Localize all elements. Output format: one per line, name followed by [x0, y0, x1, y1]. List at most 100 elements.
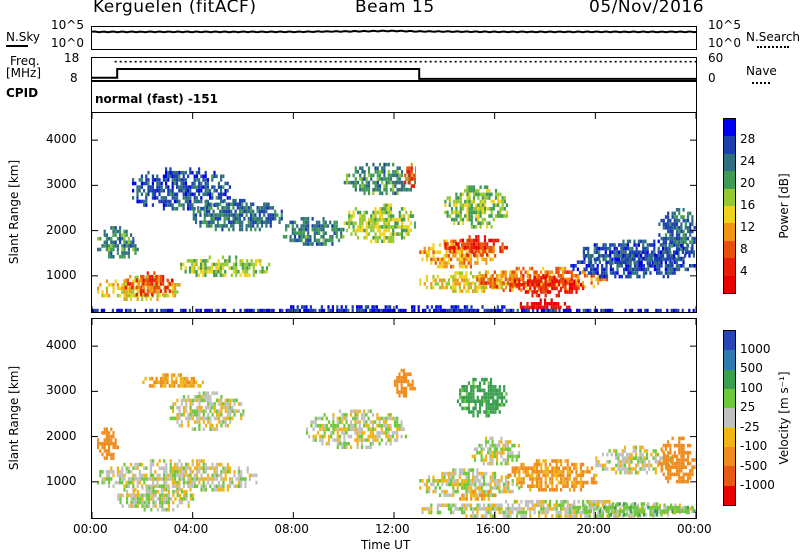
power-colorbar-label: Power [dB] — [777, 173, 791, 239]
noise-left-label: N.Sky — [6, 30, 41, 44]
power-colorbar-segment — [724, 240, 735, 259]
velocity-colorbar-tick: 25 — [740, 400, 756, 415]
freq-label-line1: Freq. — [10, 54, 40, 68]
power-blob — [124, 271, 174, 297]
freq-left-tick-bottom: 8 — [70, 71, 78, 85]
nave-right-tick-top: 60 — [708, 51, 724, 65]
velocity-colorbar-segment — [724, 331, 735, 351]
power-colorbar-tick: 4 — [740, 264, 748, 278]
freq-panel — [91, 57, 697, 81]
power-colorbar-tick: 8 — [740, 242, 748, 256]
velocity-ytick-label: 1000 — [46, 473, 77, 488]
velocity-colorbar — [723, 330, 736, 506]
cpid-top-line — [91, 81, 697, 82]
power-ytick-label: 1000 — [46, 267, 77, 282]
power-colorbar-tick: 24 — [740, 154, 756, 168]
velocity-blob — [394, 368, 416, 398]
velocity-colorbar-tick: -25 — [740, 419, 760, 434]
noise-left-legend-line — [6, 45, 28, 47]
nave-legend-line — [752, 82, 770, 84]
velocity-colorbar-segment — [724, 408, 735, 428]
velocity-blob — [305, 409, 408, 450]
x-axis-label: Time UT — [361, 538, 411, 552]
noise-right-label: N.Search — [746, 30, 800, 44]
power-blob — [192, 198, 283, 232]
power-blob — [282, 217, 345, 246]
power-colorbar — [723, 118, 736, 294]
noise-right-legend-line — [757, 46, 789, 48]
velocity-colorbar-tick: -500 — [740, 458, 768, 473]
cpid-mode: normal (fast) -151 — [95, 92, 218, 106]
velocity-blob — [570, 502, 696, 517]
velocity-ytick-label: 4000 — [46, 338, 77, 353]
x-tick-label: 08:00 — [274, 522, 309, 536]
noise-panel — [91, 26, 697, 50]
power-ytick-label: 3000 — [46, 177, 77, 192]
noise-line — [92, 29, 696, 34]
velocity-blob — [459, 486, 497, 501]
velocity-blob — [142, 373, 204, 388]
velocity-blob — [658, 436, 696, 484]
power-colorbar-segment — [724, 136, 735, 154]
power-blob — [444, 235, 509, 257]
power-blob — [132, 167, 231, 211]
power-colorbar-segment — [724, 205, 735, 224]
velocity-ytick-label: 3000 — [46, 383, 77, 398]
velocity-colorbar-tick: 100 — [740, 380, 763, 395]
power-colorbar-tick: 20 — [740, 176, 756, 190]
station-title: Kerguelen (fitACF) — [93, 0, 257, 17]
velocity-colorbar-tick: 500 — [740, 361, 763, 376]
power-blob — [343, 162, 417, 196]
velocity-blob — [97, 427, 119, 460]
date-title: 05/Nov/2016 — [589, 0, 705, 17]
velocity-blob — [456, 377, 508, 418]
velocity-colorbar-segment — [724, 485, 735, 505]
velocity-colorbar-label: Velocity [m s⁻¹] — [777, 371, 791, 465]
power-blob — [180, 255, 271, 278]
velocity-colorbar-segment — [724, 388, 735, 409]
power-blob — [570, 253, 696, 279]
power-ytick-label: 4000 — [46, 132, 77, 147]
power-blob — [343, 203, 417, 244]
freq-left-tick-top: 18 — [64, 51, 80, 65]
power-panel — [91, 112, 697, 313]
velocity-colorbar-segment — [724, 369, 735, 389]
velocity-ytick-label: 2000 — [46, 428, 77, 443]
velocity-colorbar-tick: -100 — [740, 439, 768, 454]
velocity-blob — [117, 486, 195, 512]
power-colorbar-tick: 16 — [740, 198, 756, 212]
power-ylabel: Slant Range [km] — [7, 159, 21, 265]
nave-label: Nave — [746, 64, 777, 78]
power-colorbar-segment — [724, 153, 735, 172]
freq-line — [92, 68, 696, 80]
cpid-right-line — [696, 81, 697, 112]
nave-right-tick-bottom: 0 — [708, 71, 716, 85]
power-blob — [658, 208, 696, 255]
noise-right-tick-bottom: 10^0 — [708, 36, 741, 50]
power-colorbar-tick: 28 — [740, 132, 756, 146]
velocity-colorbar-tick: -1000 — [740, 478, 775, 493]
power-blob — [404, 162, 418, 188]
power-blob — [519, 298, 571, 312]
power-blob — [444, 185, 509, 229]
x-tick-label: 04:00 — [173, 522, 209, 536]
cpid-label: CPID — [6, 86, 39, 100]
power-blob — [97, 226, 139, 259]
power-colorbar-segment — [724, 223, 735, 241]
velocity-colorbar-segment — [724, 427, 735, 447]
velocity-heatmap — [92, 319, 696, 518]
power-colorbar-segment — [724, 188, 735, 206]
velocity-colorbar-segment — [724, 446, 735, 467]
velocity-blob — [97, 459, 258, 492]
power-colorbar-tick: 12 — [740, 220, 756, 234]
power-colorbar-segment — [724, 275, 735, 293]
velocity-blob — [169, 391, 245, 431]
power-colorbar-segment — [724, 258, 735, 276]
velocity-colorbar-tick: 1000 — [740, 341, 771, 356]
power-blob — [92, 305, 695, 312]
x-tick-label: 12:00 — [375, 522, 410, 536]
velocity-colorbar-segment — [724, 466, 735, 486]
velocity-colorbar-segment — [724, 350, 735, 370]
power-colorbar-segment — [724, 119, 735, 137]
x-tick-label: 20:00 — [576, 522, 611, 536]
